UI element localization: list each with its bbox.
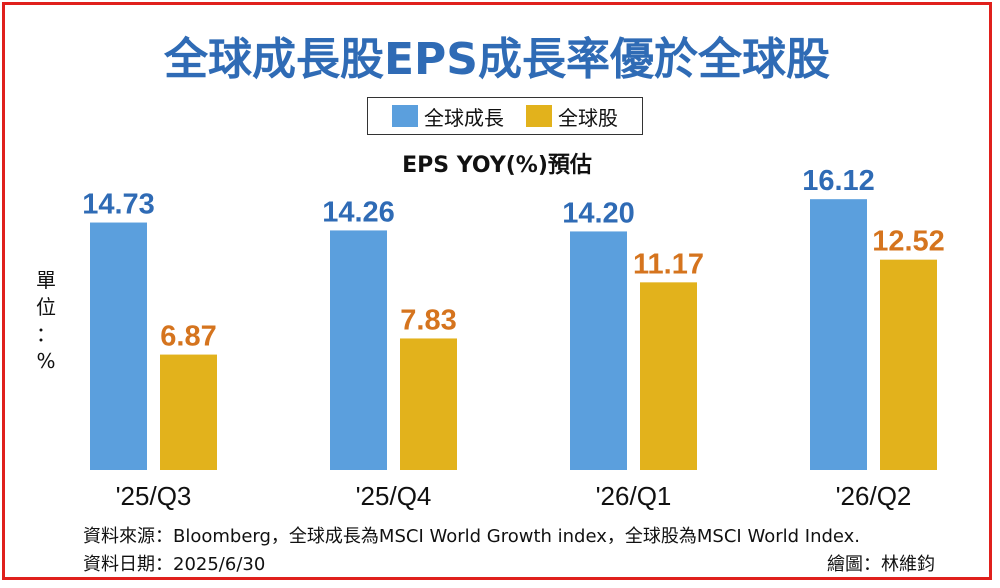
data-label-global-2: 11.17 [633, 248, 704, 280]
bar-growth-2 [570, 231, 627, 470]
legend-item-growth: 全球成長 [392, 102, 504, 131]
chart-subtitle: EPS YOY(%)預估 [402, 153, 592, 178]
x-tick-label-3: '26/Q2 [836, 481, 912, 511]
bar-growth-1 [330, 230, 387, 470]
y-axis-unit-label: 單 位 ： % [31, 267, 61, 375]
legend-item-global: 全球股 [526, 102, 618, 131]
data-label-growth-1: 14.26 [322, 196, 395, 228]
bar-global-1 [400, 338, 457, 470]
data-label-global-1: 7.83 [400, 304, 456, 336]
legend-label-global: 全球股 [558, 105, 618, 130]
date-note: 資料日期：2025/6/30 [83, 554, 266, 575]
legend-swatch-growth [392, 105, 418, 127]
bar-growth-0 [90, 222, 147, 470]
legend-label-growth: 全球成長 [424, 105, 504, 130]
unit-char: 單 [36, 268, 56, 292]
credit-note: 繪圖：林維鈞 [827, 554, 935, 575]
chart-title: 全球成長股EPS成長率優於全球股 [164, 34, 830, 85]
bar-global-3 [880, 259, 937, 470]
legend-swatch-global [526, 105, 552, 127]
bar-chart: 14.73 6.87 '25/Q3 14.26 7.83 '25/Q4 14.20 11.17… [82, 165, 945, 511]
data-label-global-3: 12.52 [872, 226, 945, 258]
unit-char: ： [36, 322, 56, 346]
bar-global-2 [640, 282, 697, 470]
source-note: 資料來源：Bloomberg，全球成長為MSCI World Growth in… [83, 526, 861, 547]
chart-frame: 全球成長股EPS成長率優於全球股 全球成長 全球股 EPS YOY(%)預估 單… [2, 2, 992, 580]
data-label-growth-0: 14.73 [82, 189, 155, 221]
bar-growth-3 [810, 199, 867, 470]
legend: 全球成長 全球股 [367, 97, 643, 135]
data-label-global-0: 6.87 [160, 321, 216, 353]
unit-char: % [36, 349, 56, 373]
unit-char: 位 [36, 295, 56, 319]
data-label-growth-2: 14.20 [562, 197, 635, 229]
data-label-growth-3: 16.12 [802, 165, 875, 197]
x-tick-label-2: '26/Q1 [596, 481, 672, 511]
x-tick-label-0: '25/Q3 [116, 481, 192, 511]
bar-global-0 [160, 354, 217, 470]
x-tick-label-1: '25/Q4 [356, 481, 432, 511]
